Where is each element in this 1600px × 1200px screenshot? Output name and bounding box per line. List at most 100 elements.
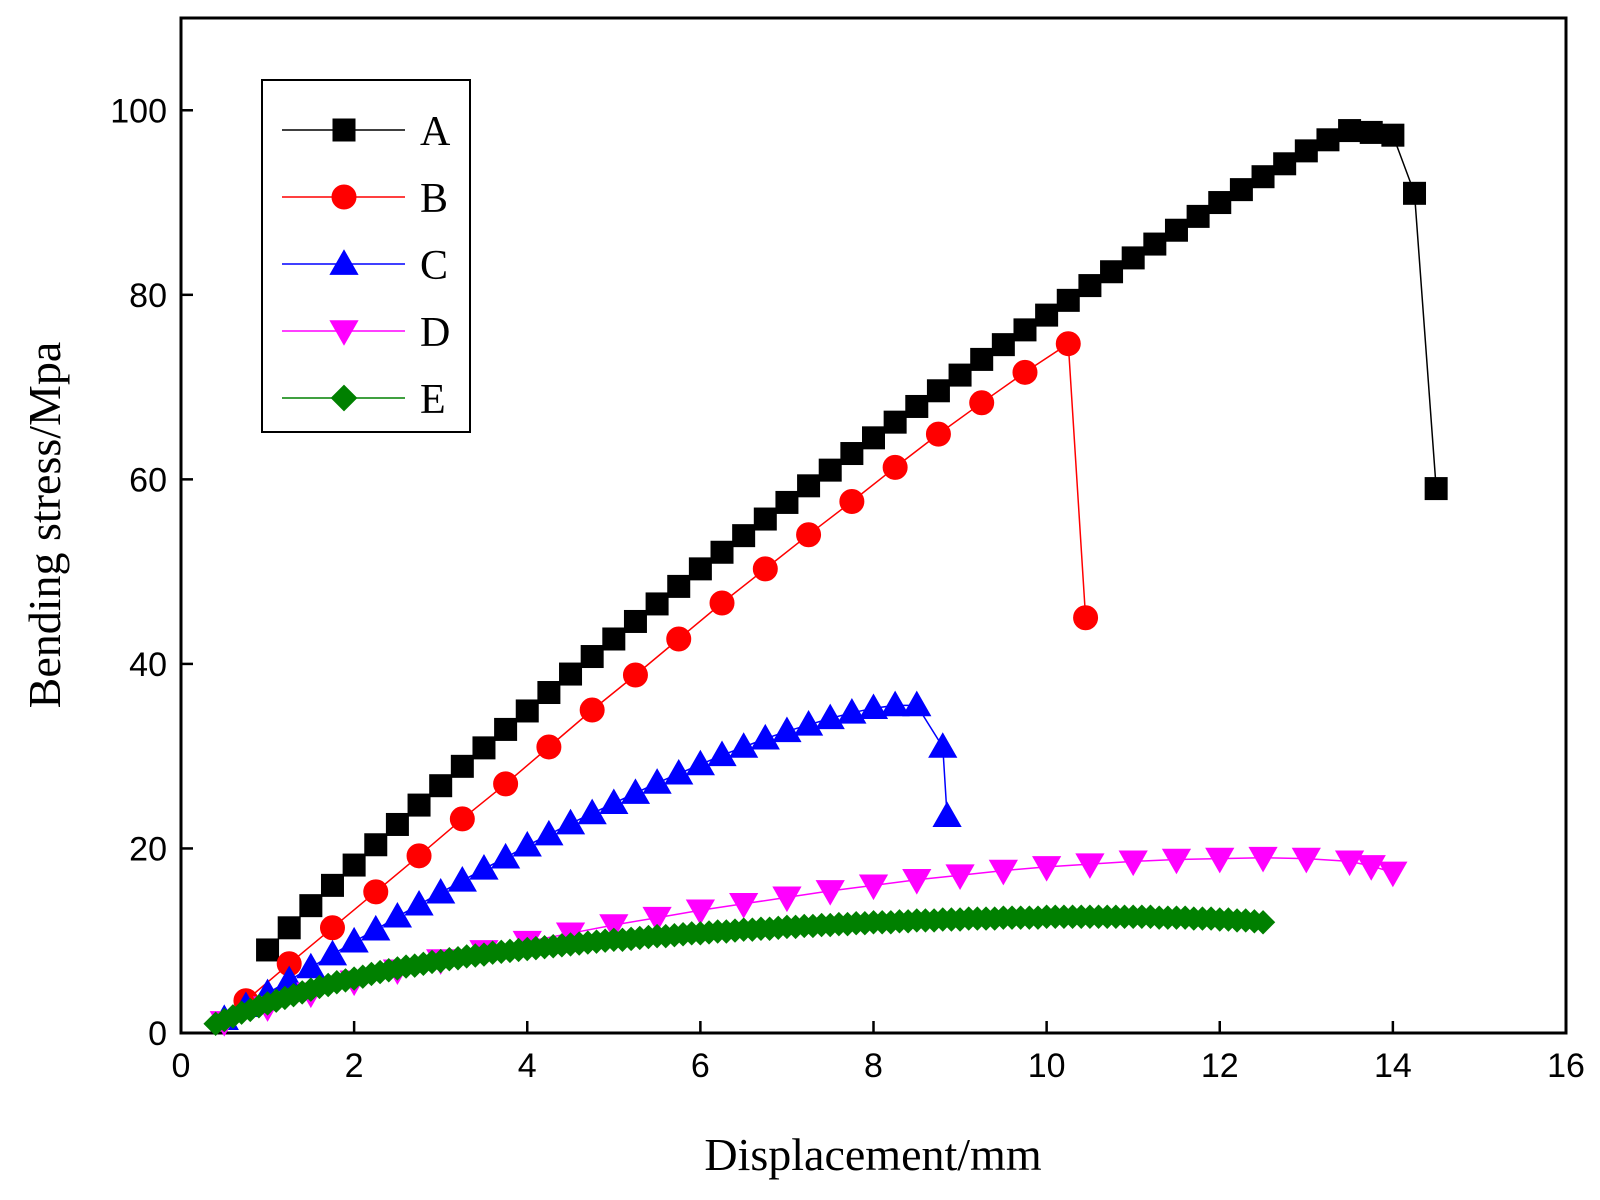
series-a-point [256,938,280,962]
series-a-point [299,894,323,918]
series-a-point [494,717,518,741]
series-a-point [472,736,496,760]
series-layer [203,119,1448,1037]
series-c-point [932,801,962,827]
series-a-point [797,474,821,498]
series-a-point [623,609,647,633]
legend-label: C [420,243,448,289]
series-a-point [1078,274,1102,298]
series-a-point [364,833,388,857]
series-d-point [1291,847,1321,874]
series-a-point [450,754,474,778]
legend-label: D [420,310,450,356]
series-a-point [775,490,799,514]
series-c-point [426,877,456,904]
series-b-point [406,843,432,869]
y-axis-title: Bending stress/Mpa [19,342,70,709]
series-a-point [818,458,842,482]
series-a-point [732,524,756,548]
series-c-point [555,808,586,835]
legend-box [261,79,471,433]
x-tick-label: 4 [518,1047,537,1085]
series-c-point [880,690,910,717]
y-tick-label: 60 [129,461,167,499]
axis-ticks: 0 2 4 6 8 10 12 14 16 0 20 40 60 80 100 [110,92,1585,1085]
y-tick-label: 20 [129,830,167,868]
x-tick-label: 10 [1028,1047,1066,1085]
legend-item-a: A [282,109,451,155]
series-a-point [1338,119,1362,143]
series-c-point [772,716,802,743]
series-c-point [512,830,542,857]
series-a-point [1056,288,1080,312]
series-a-point [1381,123,1405,147]
series-a-point [1359,120,1383,144]
series-d-point [685,899,715,926]
legend-item-c: C [282,243,448,289]
series-a-point [840,442,864,466]
series-b-point [709,590,735,616]
series-a-point [407,793,431,817]
series-d-point [729,893,759,919]
legend-item-e: E [282,377,446,423]
series-d-point [599,914,629,940]
series-b-point [319,915,345,941]
series-c-point [793,710,824,736]
x-tick-label: 8 [864,1047,883,1085]
series-d-point [815,880,845,906]
series-b-point [449,806,475,832]
series-a [256,119,1448,962]
series-a-point [948,363,972,387]
x-tick-label: 2 [345,1047,364,1085]
series-d [209,846,1408,1037]
series-a-point [926,379,950,403]
series-a-point [515,699,539,723]
series-d-point [1356,855,1386,881]
series-d-point [858,874,889,901]
series-a-point [1013,318,1037,342]
series-a-point [602,627,626,651]
x-tick-label: 12 [1201,1047,1239,1085]
series-a-point [753,507,777,531]
x-axis-title: Displacement/mm [704,1129,1041,1180]
series-a-point [1316,128,1340,152]
legend-label: E [420,377,446,423]
series-d-point [1118,850,1148,877]
series-a-point [1273,152,1297,176]
series-c-point [642,768,672,794]
series-d-line [224,856,1394,1023]
series-b-point [493,771,519,797]
series-d-point [1205,847,1235,874]
legend-label: B [420,176,448,222]
legend-marker [332,118,356,142]
series-a-point [1035,303,1059,327]
series-a-point [905,394,929,418]
series-e-point [1250,910,1276,935]
series-a-point [1294,139,1318,163]
series-c-point [361,914,391,941]
series-d-point [1032,856,1062,882]
series-a-point [970,347,994,371]
series-a-point [991,333,1015,357]
series-d-point [988,859,1018,886]
series-c-point [599,788,629,815]
series-b-point [882,454,908,480]
series-b-point [752,556,778,582]
legend-marker [329,320,359,346]
series-a-point [1251,165,1275,189]
series-c-point [902,690,932,717]
series-c-point [837,698,867,724]
series-a-point [883,410,907,434]
x-tick-label: 14 [1374,1047,1412,1085]
series-a-point [537,681,561,705]
series-b-point [363,879,389,905]
y-tick-label: 40 [129,646,167,684]
series-c-point [490,842,521,869]
series-d-point [772,886,802,913]
series-a-point [667,574,691,598]
series-a-point [1186,204,1210,228]
series-c-point [382,901,413,928]
series-a-point [645,592,669,616]
